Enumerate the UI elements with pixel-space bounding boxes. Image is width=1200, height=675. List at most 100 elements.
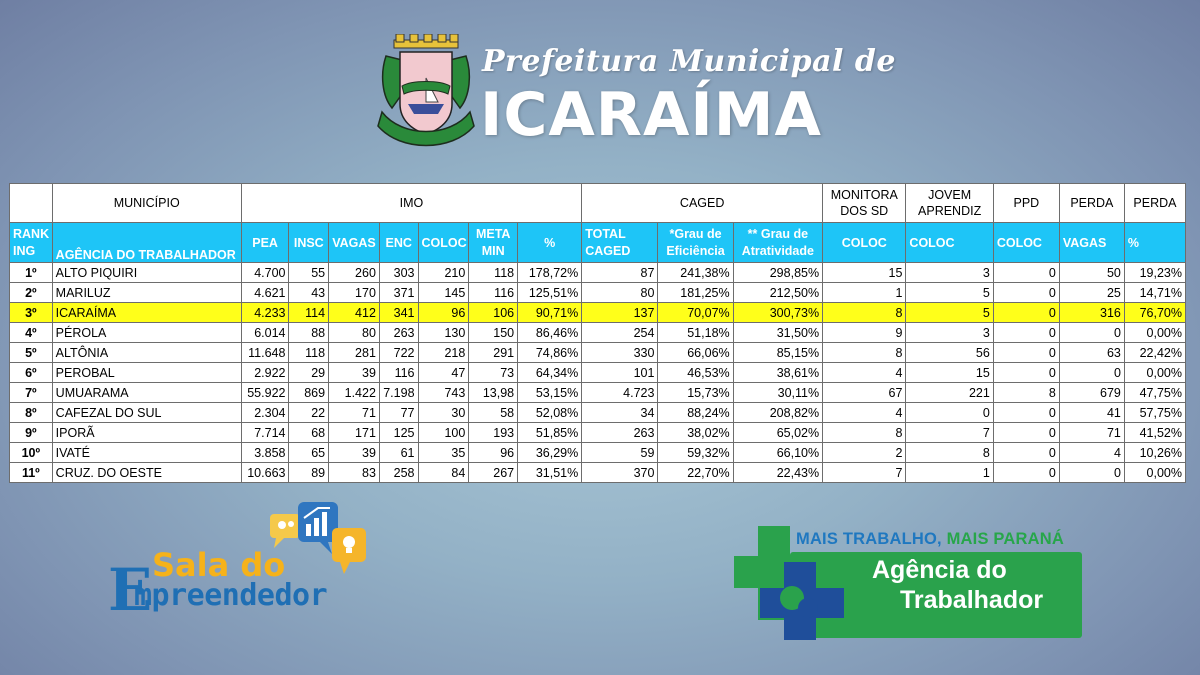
cell-perda-pct: 0,00% <box>1123 362 1187 383</box>
cell-ppd: 0 <box>992 302 1060 323</box>
cell-eficiencia: 15,73% <box>657 382 734 403</box>
cell-monitora: 2 <box>822 442 907 463</box>
col-header-perda-pct: % <box>1123 222 1187 263</box>
cell-coloc: 100 <box>417 422 470 443</box>
cell-atratividade: 30,11% <box>732 382 824 403</box>
col-header-vagas: VAGAS <box>328 222 380 263</box>
cell-perda-vagas: 71 <box>1058 422 1125 443</box>
cell-pct: 90,71% <box>517 302 583 323</box>
cell-jovem: 3 <box>905 262 994 283</box>
cell-meta: 58 <box>468 402 519 423</box>
ranking-table: MUNICÍPIO IMO CAGED MONITORA DOS SD JOVE… <box>9 183 1187 483</box>
cell-monitora: 8 <box>822 302 907 323</box>
cell-municipio: ICARAÍMA <box>51 302 242 323</box>
col-header-ranking: RANK ING <box>9 222 53 263</box>
cell-pea: 7.714 <box>240 422 290 443</box>
cell-coloc: 47 <box>417 362 470 383</box>
cell-caged: 87 <box>581 262 659 283</box>
cell-pea: 4.233 <box>240 302 290 323</box>
cell-monitora: 4 <box>822 362 907 383</box>
cell-pct: 53,15% <box>517 382 583 403</box>
cell-insc: 29 <box>288 362 330 383</box>
header-city-name: ICARAÍMA <box>480 80 822 150</box>
agencia-tag-part1: MAIS TRABALHO, <box>796 530 942 548</box>
cell-caged: 254 <box>581 322 659 343</box>
col-header-grau-eficiencia: *Grau de Eficiência <box>657 222 734 263</box>
cell-caged: 370 <box>581 462 659 483</box>
cell-rank: 9º <box>9 422 53 443</box>
cell-pct: 51,85% <box>517 422 583 443</box>
cell-pea: 6.014 <box>240 322 290 343</box>
cell-pea: 2.304 <box>240 402 290 423</box>
col-header-jovem-coloc: COLOC <box>905 222 994 263</box>
cell-insc: 114 <box>288 302 330 323</box>
cell-municipio: IPORÃ <box>51 422 242 443</box>
cell-perda-vagas: 679 <box>1058 382 1125 403</box>
cell-vagas: 39 <box>328 362 380 383</box>
cell-caged: 34 <box>581 402 659 423</box>
cell-municipio: PEROBAL <box>51 362 242 383</box>
group-header-perda-pct: PERDA <box>1123 183 1187 223</box>
cell-vagas: 1.422 <box>328 382 380 403</box>
cell-rank: 3º <box>9 302 53 323</box>
cell-eficiencia: 88,24% <box>657 402 734 423</box>
cell-pea: 10.663 <box>240 462 290 483</box>
cell-monitora: 67 <box>822 382 907 403</box>
col-header-meta-min: META MIN <box>468 222 519 263</box>
cell-pct: 125,51% <box>517 282 583 303</box>
cell-meta: 13,98 <box>468 382 519 403</box>
group-header-ppd: PPD <box>992 183 1060 223</box>
cell-atratividade: 85,15% <box>732 342 824 363</box>
sala-do-empreendedor-logo: Sala do E mpreendedor <box>106 498 406 624</box>
cell-atratividade: 208,82% <box>732 402 824 423</box>
cell-insc: 89 <box>288 462 330 483</box>
group-header-perda-vagas: PERDA <box>1058 183 1125 223</box>
cell-rank: 10º <box>9 442 53 463</box>
cell-vagas: 39 <box>328 442 380 463</box>
cell-enc: 341 <box>378 302 419 323</box>
cell-perda-pct: 0,00% <box>1123 322 1187 343</box>
cell-eficiencia: 46,53% <box>657 362 734 383</box>
cell-pea: 3.858 <box>240 442 290 463</box>
cell-ppd: 0 <box>992 282 1060 303</box>
cell-meta: 267 <box>468 462 519 483</box>
agencia-tag-part2: MAIS PARANÁ <box>946 530 1064 548</box>
table-row: 9º IPORÃ 7.714 68 171 125 100 193 51,85% 263 38,02… <box>9 422 1187 443</box>
cell-meta: 291 <box>468 342 519 363</box>
cell-caged: 137 <box>581 302 659 323</box>
group-header-blank <box>9 183 53 223</box>
cell-municipio: MARILUZ <box>51 282 242 303</box>
col-header-insc: INSC <box>288 222 330 263</box>
cell-perda-pct: 10,26% <box>1123 442 1187 463</box>
group-header-municipio: MUNICÍPIO <box>51 183 242 223</box>
cell-caged: 80 <box>581 282 659 303</box>
cell-jovem: 5 <box>905 282 994 303</box>
cell-rank: 6º <box>9 362 53 383</box>
table-row: 3º ICARAÍMA 4.233 114 412 341 96 106 90,71% 137 70… <box>9 302 1187 323</box>
cell-enc: 258 <box>378 462 419 483</box>
cell-pea: 4.700 <box>240 262 290 283</box>
group-header-imo: IMO <box>240 183 583 223</box>
cell-perda-pct: 14,71% <box>1123 282 1187 303</box>
header-logo: Prefeitura Municipal de ICARAÍMA <box>372 34 895 152</box>
cell-pct: 178,72% <box>517 262 583 283</box>
cell-eficiencia: 51,18% <box>657 322 734 343</box>
cell-ppd: 0 <box>992 322 1060 343</box>
cell-atratividade: 31,50% <box>732 322 824 343</box>
header-prefeitura-text: Prefeitura Municipal de <box>482 44 896 79</box>
cell-atratividade: 22,43% <box>732 462 824 483</box>
table-row: 10º IVATÉ 3.858 65 39 61 35 96 36,29% 59 59,32% 66,… <box>9 442 1187 463</box>
cell-eficiencia: 241,38% <box>657 262 734 283</box>
table-body: 1º ALTO PIQUIRI 4.700 55 260 303 210 118 178,72%… <box>9 262 1187 483</box>
cell-coloc: 145 <box>417 282 470 303</box>
cell-rank: 7º <box>9 382 53 403</box>
cell-coloc: 96 <box>417 302 470 323</box>
cell-atratividade: 66,10% <box>732 442 824 463</box>
agencia-line2: Trabalhador <box>900 586 1044 614</box>
cell-coloc: 30 <box>417 402 470 423</box>
cell-enc: 7.198 <box>378 382 419 403</box>
cell-insc: 68 <box>288 422 330 443</box>
cell-enc: 116 <box>378 362 419 383</box>
cell-atratividade: 38,61% <box>732 362 824 383</box>
sala-line1: Sala do <box>152 546 286 584</box>
